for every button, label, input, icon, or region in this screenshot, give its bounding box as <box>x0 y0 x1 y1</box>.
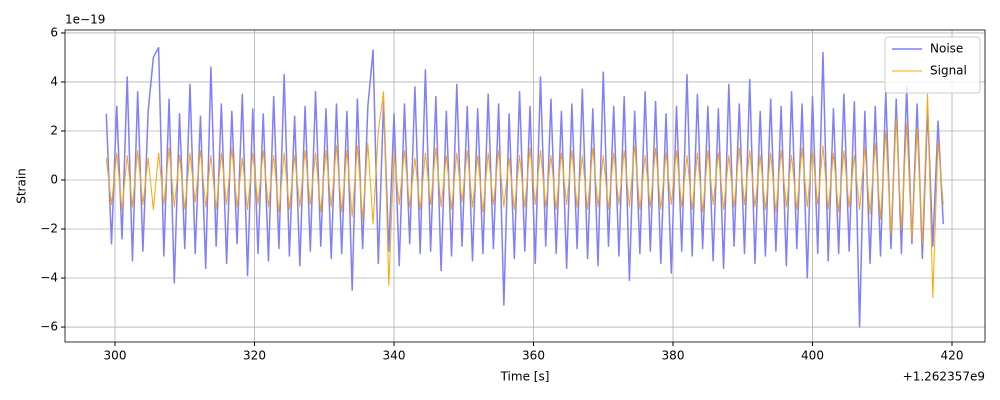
x-tick-label: 340 <box>383 349 406 363</box>
x-tick-label: 380 <box>662 349 685 363</box>
y-axis-label: Strain <box>15 168 29 204</box>
y-tick-label: 6 <box>50 25 58 39</box>
y-tick-label: −6 <box>40 320 58 334</box>
x-tick-label: 300 <box>104 349 127 363</box>
x-tick-label: 360 <box>522 349 545 363</box>
y-tick-label: 2 <box>50 123 58 137</box>
y-offset-text: 1e−19 <box>65 13 105 27</box>
y-tick-label: −2 <box>40 222 58 236</box>
y-tick-label: −4 <box>40 271 58 285</box>
x-tick-label: 420 <box>941 349 964 363</box>
legend-label: Signal <box>930 64 967 78</box>
y-tick-label: 4 <box>50 74 58 88</box>
x-axis-label: Time [s] <box>500 370 550 384</box>
legend-label: Noise <box>930 42 963 56</box>
series-line <box>105 91 944 299</box>
plot-frame <box>64 29 986 343</box>
legend-box <box>884 36 981 94</box>
y-tick-label: 0 <box>50 172 58 186</box>
x-tick-label: 320 <box>243 349 266 363</box>
x-offset-text: +1.262357e9 <box>903 370 985 384</box>
x-tick-label: 400 <box>801 349 824 363</box>
series-line <box>105 46 945 328</box>
